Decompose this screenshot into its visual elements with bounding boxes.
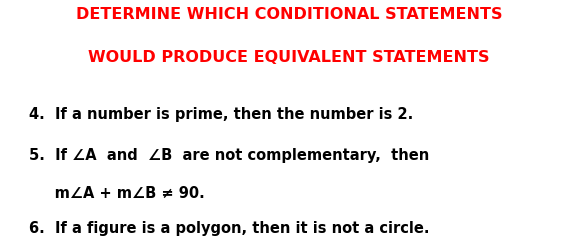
- Text: m∠A + m∠B ≠ 90.: m∠A + m∠B ≠ 90.: [29, 186, 205, 201]
- Text: WOULD PRODUCE EQUIVALENT STATEMENTS: WOULD PRODUCE EQUIVALENT STATEMENTS: [88, 50, 490, 65]
- Text: 6.  If a figure is a polygon, then it is not a circle.: 6. If a figure is a polygon, then it is …: [29, 221, 429, 236]
- Text: 4.  If a number is prime, then the number is 2.: 4. If a number is prime, then the number…: [29, 107, 413, 122]
- Text: 5.  If ∠A  and  ∠B  are not complementary,  then: 5. If ∠A and ∠B are not complementary, t…: [29, 148, 429, 163]
- Text: DETERMINE WHICH CONDITIONAL STATEMENTS: DETERMINE WHICH CONDITIONAL STATEMENTS: [76, 7, 502, 22]
